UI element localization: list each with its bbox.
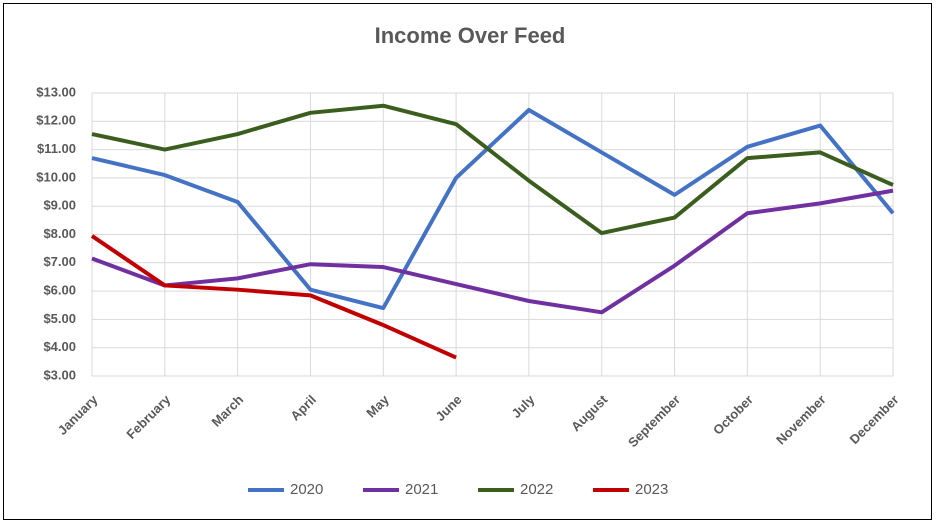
legend-label: 2022 (520, 481, 553, 498)
chart-title: Income Over Feed (375, 23, 566, 48)
y-tick-label: $5.00 (43, 311, 76, 326)
y-tick-label: $4.00 (43, 339, 76, 354)
line-series (91, 107, 895, 311)
y-tick-label: $7.00 (43, 254, 76, 269)
chart-border (3, 3, 932, 520)
line-series (90, 234, 457, 360)
y-tick-label: $8.00 (43, 226, 76, 241)
y-tick-label: $13.00 (36, 84, 76, 99)
y-tick-label: $12.00 (36, 113, 76, 128)
legend-label: 2021 (405, 481, 438, 498)
y-tick-label: $11.00 (37, 141, 76, 156)
line-series (91, 188, 894, 315)
legend-label: 2020 (290, 481, 323, 498)
y-tick-label: $10.00 (36, 169, 76, 184)
y-tick-label: $3.00 (43, 367, 76, 382)
line-series (91, 103, 894, 236)
y-tick-label: $9.00 (43, 198, 76, 213)
legend-label: 2023 (635, 481, 668, 498)
y-tick-label: $6.00 (43, 283, 76, 298)
